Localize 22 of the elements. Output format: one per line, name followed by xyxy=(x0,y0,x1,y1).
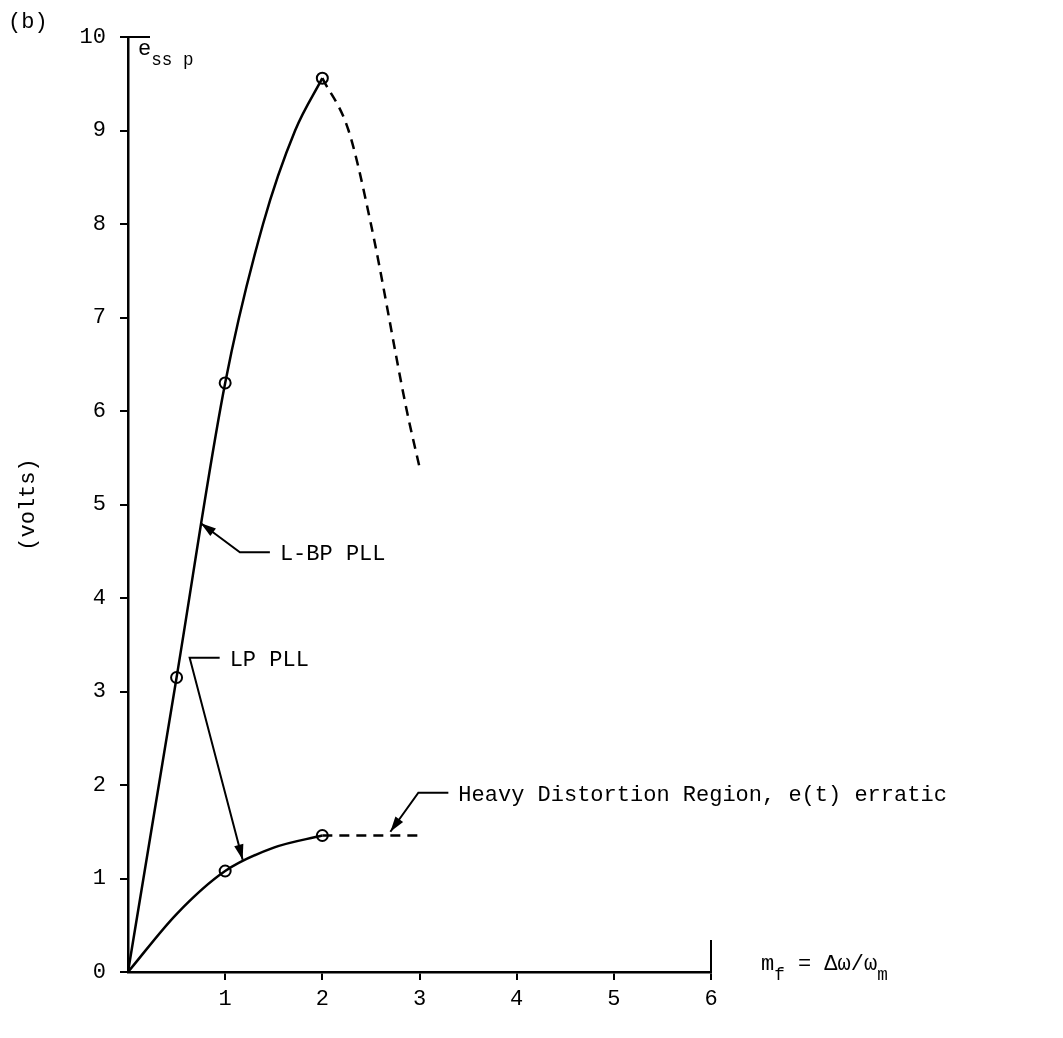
y-tick-label: 4 xyxy=(92,585,106,611)
y-tick-label: 9 xyxy=(92,118,106,144)
annotation: LP PLL xyxy=(229,647,309,673)
y-axis-title: (volts) xyxy=(16,458,41,551)
x-tick-label: 4 xyxy=(510,987,524,1013)
x-tick-label: 1 xyxy=(218,987,232,1013)
annotation: Heavy Distortion Region, e(t) erratic xyxy=(458,782,947,808)
y-tick-label: 1 xyxy=(92,866,106,892)
x-tick-label: 2 xyxy=(315,987,329,1013)
y-tick-label: 8 xyxy=(92,211,106,237)
y-tick-label: 7 xyxy=(92,305,106,331)
y-tick-label: 2 xyxy=(92,772,106,798)
x-tick-label: 5 xyxy=(607,987,621,1013)
y-tick-label: 5 xyxy=(92,492,106,518)
x-tick-label: 6 xyxy=(704,987,718,1013)
y-tick-label: 3 xyxy=(92,679,106,705)
x-tick-label: 3 xyxy=(412,987,427,1013)
y-tick-label: 10 xyxy=(79,24,106,50)
chart-title: (b) xyxy=(8,10,48,35)
y-tick-label: 6 xyxy=(92,398,106,424)
y-tick-label: 0 xyxy=(92,959,106,985)
annotation: L-BP PLL xyxy=(279,542,386,568)
